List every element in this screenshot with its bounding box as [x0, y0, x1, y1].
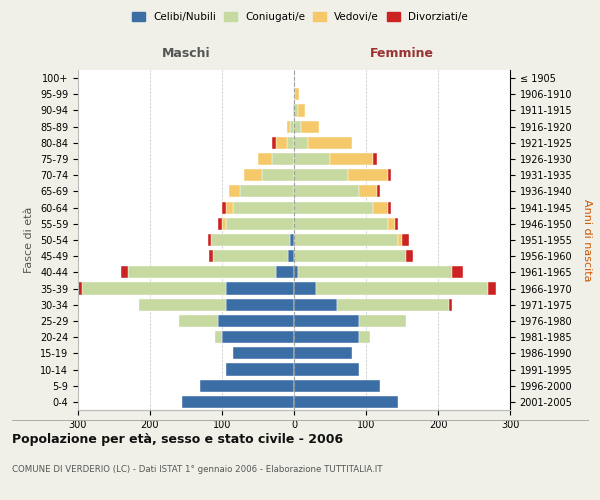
Bar	[272, 153, 294, 165]
Bar	[398, 234, 402, 246]
Bar	[402, 234, 409, 246]
Bar	[288, 250, 294, 262]
Bar	[240, 186, 294, 198]
Bar	[348, 169, 388, 181]
Bar	[226, 202, 233, 213]
Bar	[262, 169, 294, 181]
Bar	[359, 331, 370, 343]
Bar	[316, 282, 488, 294]
Text: COMUNE DI VERDERIO (LC) - Dati ISTAT 1° gennaio 2006 - Elaborazione TUTTITALIA.I: COMUNE DI VERDERIO (LC) - Dati ISTAT 1° …	[12, 466, 383, 474]
Bar	[452, 266, 463, 278]
Bar	[290, 120, 294, 132]
Bar	[359, 315, 406, 327]
Text: Popolazione per età, sesso e stato civile - 2006: Popolazione per età, sesso e stato civil…	[12, 432, 343, 446]
Bar	[82, 282, 226, 294]
Bar	[298, 266, 452, 278]
Bar	[337, 298, 449, 311]
Text: Femmine: Femmine	[370, 48, 434, 60]
Bar	[359, 186, 377, 198]
Bar	[272, 137, 276, 149]
Bar	[276, 137, 287, 149]
Bar	[218, 315, 294, 327]
Bar	[226, 282, 294, 294]
Bar	[121, 266, 128, 278]
Bar	[294, 348, 352, 360]
Bar	[78, 282, 82, 294]
Bar	[287, 120, 290, 132]
Bar	[388, 202, 391, 213]
Bar	[128, 266, 276, 278]
Bar	[488, 282, 496, 294]
Bar	[179, 315, 218, 327]
Bar	[294, 331, 359, 343]
Bar	[294, 315, 359, 327]
Bar	[212, 250, 288, 262]
Bar	[294, 298, 337, 311]
Bar	[406, 250, 413, 262]
Bar	[294, 218, 388, 230]
Bar	[395, 218, 398, 230]
Bar	[222, 331, 294, 343]
Text: Maschi: Maschi	[161, 48, 211, 60]
Bar	[200, 380, 294, 392]
Bar	[233, 202, 294, 213]
Bar	[294, 137, 308, 149]
Bar	[294, 396, 398, 408]
Bar	[182, 396, 294, 408]
Bar	[308, 137, 352, 149]
Bar	[298, 104, 305, 117]
Bar	[215, 331, 222, 343]
Bar	[139, 298, 226, 311]
Bar	[388, 218, 395, 230]
Y-axis label: Anni di nascita: Anni di nascita	[582, 198, 592, 281]
Legend: Celibi/Nubili, Coniugati/e, Vedovi/e, Divorziati/e: Celibi/Nubili, Coniugati/e, Vedovi/e, Di…	[128, 8, 472, 26]
Bar	[226, 364, 294, 376]
Bar	[229, 186, 240, 198]
Bar	[295, 88, 299, 101]
Bar	[226, 218, 294, 230]
Bar	[287, 137, 294, 149]
Bar	[388, 169, 391, 181]
Bar	[222, 218, 226, 230]
Bar	[276, 266, 294, 278]
Bar	[258, 153, 272, 165]
Bar	[294, 104, 298, 117]
Bar	[293, 104, 294, 117]
Bar	[294, 364, 359, 376]
Bar	[211, 234, 290, 246]
Bar	[294, 169, 348, 181]
Bar	[373, 153, 377, 165]
Bar	[226, 298, 294, 311]
Bar	[244, 169, 262, 181]
Bar	[290, 234, 294, 246]
Bar	[222, 202, 226, 213]
Bar	[294, 153, 330, 165]
Bar	[449, 298, 452, 311]
Bar	[301, 120, 319, 132]
Bar	[294, 282, 316, 294]
Bar	[294, 202, 373, 213]
Bar	[218, 218, 222, 230]
Bar	[294, 234, 398, 246]
Bar	[294, 380, 380, 392]
Bar	[233, 348, 294, 360]
Bar	[294, 266, 298, 278]
Bar	[377, 186, 380, 198]
Bar	[208, 234, 211, 246]
Bar	[373, 202, 388, 213]
Bar	[209, 250, 212, 262]
Bar	[330, 153, 373, 165]
Y-axis label: Fasce di età: Fasce di età	[25, 207, 34, 273]
Bar	[294, 120, 301, 132]
Bar	[294, 88, 295, 101]
Bar	[294, 250, 406, 262]
Bar	[294, 186, 359, 198]
